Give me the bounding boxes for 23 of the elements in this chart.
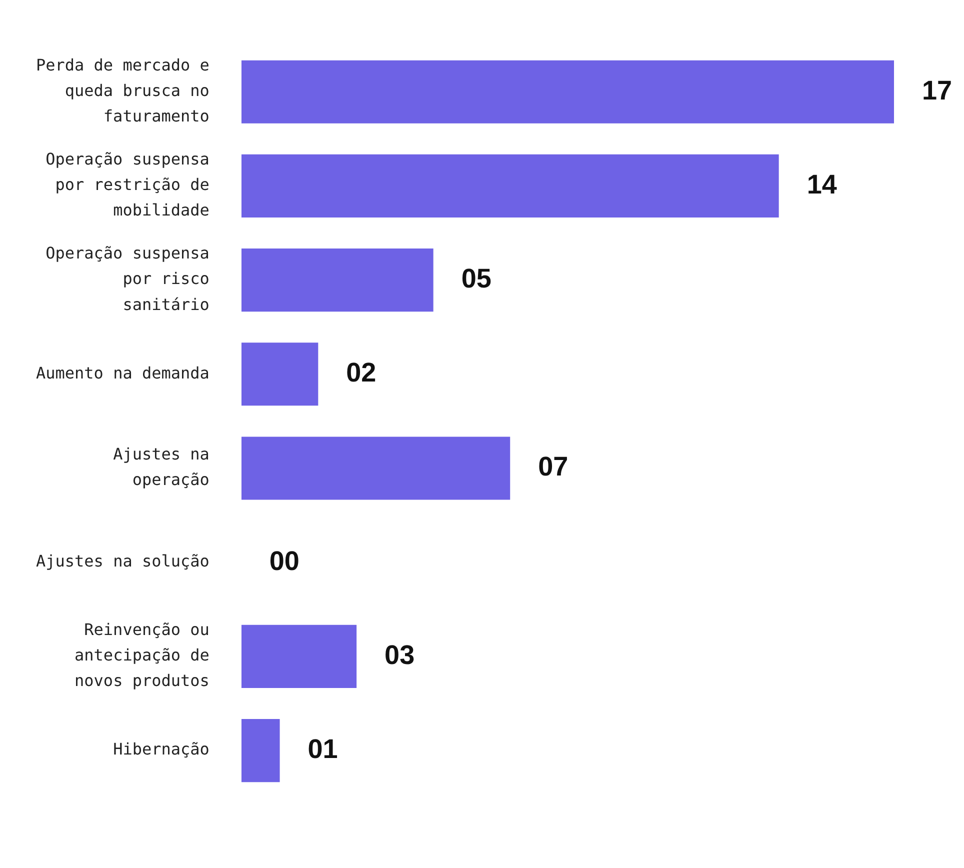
bar — [241, 154, 779, 218]
bar — [241, 436, 510, 500]
y-tick-label: Reinvenção ou antecipação de novos produtos — [74, 620, 210, 690]
y-tick-label: Operação suspensa por risco sanitário — [46, 244, 210, 314]
bar — [241, 248, 434, 312]
y-tick-label: Perda de mercado e queda brusca no faturamento — [36, 55, 210, 126]
y-tick-label: Ajustes na operação — [113, 444, 210, 490]
y-tick-label: Aumento na demanda — [36, 363, 210, 382]
bar — [241, 60, 894, 124]
y-tick-label: Ajustes na solução — [36, 552, 210, 571]
bar — [241, 719, 280, 782]
data-label: 03 — [384, 640, 415, 670]
data-label: 01 — [308, 734, 338, 764]
data-label: 05 — [461, 264, 492, 294]
data-label: 00 — [269, 546, 300, 576]
y-tick-label: Operação suspensa por restrição de mobilidade — [46, 150, 210, 220]
data-label: 07 — [538, 452, 568, 482]
bar — [241, 342, 318, 406]
data-label: 02 — [346, 358, 376, 388]
bar — [241, 624, 357, 688]
data-label: 17 — [922, 75, 952, 106]
y-tick-label: Hibernação — [113, 740, 210, 759]
data-label: 14 — [806, 169, 837, 200]
